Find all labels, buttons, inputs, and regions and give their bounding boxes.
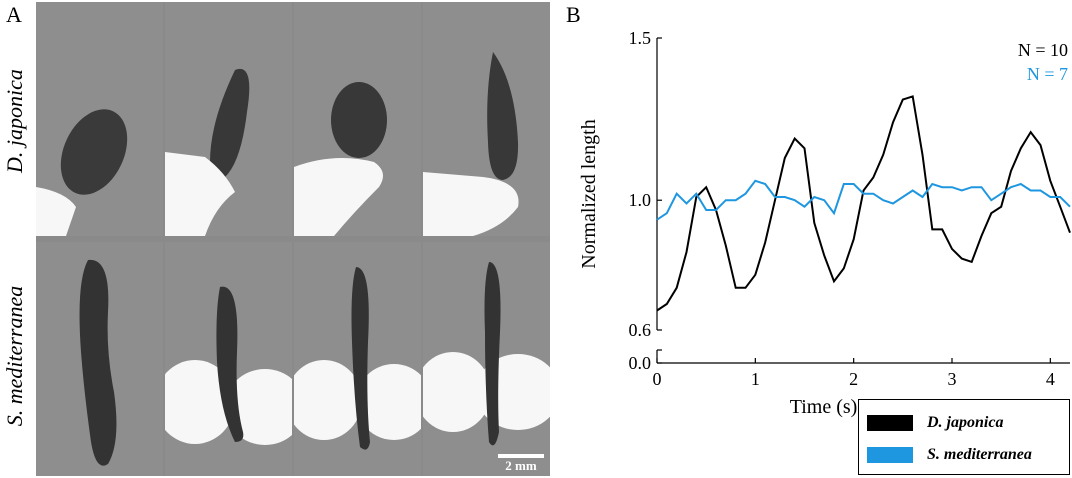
y-tick-label: 0.0 (629, 353, 652, 373)
panel-letter-a: A (6, 2, 22, 27)
legend-label-d-japonica: D. japonica (927, 414, 1004, 431)
x-tick-label: 3 (948, 369, 957, 389)
photo-smediterranea-frame-1 (36, 242, 163, 476)
x-axis-label: Time (s) (790, 396, 858, 418)
legend-item-s-mediterranea: S. mediterranea (867, 442, 1032, 468)
row-label-s-mediterranea: S. mediterranea (2, 285, 27, 427)
legend-swatch-d-japonica (867, 415, 913, 431)
photo-smediterranea-frame-3 (294, 242, 421, 476)
photo-djaponica-frame-1 (36, 2, 163, 236)
x-tick-label: 4 (1046, 369, 1055, 389)
photo-smediterranea-frame-4 (423, 242, 550, 476)
legend-swatch-s-mediterranea (867, 447, 913, 463)
photo-smediterranea-frame-2 (165, 242, 292, 476)
panel-letter-b: B (566, 2, 581, 27)
legend-item-d-japonica: D. japonica (867, 410, 1003, 436)
series-line-s-mediterranea (656, 179, 1071, 221)
annotation-n-1: N = 7 (1027, 64, 1068, 84)
chart-legend: D. japonica S. mediterranea (858, 399, 1070, 475)
photo-djaponica-frame-2 (165, 2, 292, 236)
scale-bar-label: 2 mm (505, 458, 537, 473)
series-line-d-japonica (656, 95, 1071, 312)
length-chart: 1.5 1.0 0.6 0.00 1 2 3 4 Time (s) Normalized leng… (578, 28, 1071, 418)
photo-djaponica-frame-3 (294, 2, 421, 236)
x-tick-label: 1 (751, 369, 760, 389)
legend-label-s-mediterranea: S. mediterranea (927, 446, 1032, 463)
y-axis-label: Normalized length (578, 119, 600, 268)
worm-photo-grid: 2 mm (36, 2, 550, 476)
photo-djaponica-frame-4 (423, 2, 550, 236)
x-tick-label: 2 (849, 369, 858, 389)
y-tick-label: 0.6 (629, 320, 652, 340)
x-tick-label: 0 (653, 369, 662, 389)
annotation-n-0: N = 10 (1018, 40, 1068, 60)
y-tick-label: 1.0 (629, 190, 652, 210)
row-label-d-japonica: D. japonica (2, 69, 27, 173)
scale-bar (498, 454, 544, 458)
y-tick-label: 1.5 (629, 28, 652, 48)
